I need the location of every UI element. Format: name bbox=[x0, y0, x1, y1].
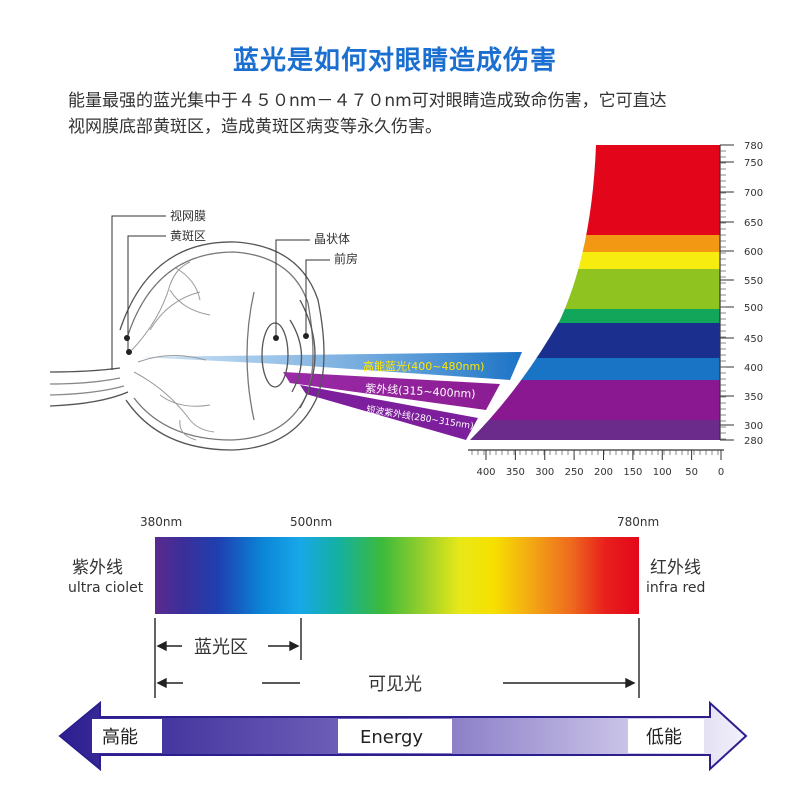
light-beams: 高能蓝光(400~480nm) 紫外线(315~400nm) 短波紫外线(280… bbox=[140, 352, 522, 440]
macula-label: 黄斑区 bbox=[170, 229, 206, 243]
bottom-axis-label: 50 bbox=[685, 467, 698, 478]
right-axis-label: 450 bbox=[744, 334, 763, 345]
intro-line-1: 能量最强的蓝光集中于４５０nm－４７０nm可对眼睛造成致命伤害，它可直达 bbox=[68, 91, 667, 111]
right-axis-label: 400 bbox=[744, 363, 763, 374]
right-axis-label: 500 bbox=[744, 303, 763, 314]
right-axis-label: 280 bbox=[744, 436, 763, 447]
visible-spectrum: 380nm 500nm 780nm 紫外线 ultra ciolet 红外线 i… bbox=[68, 515, 705, 698]
uv-cn-label: 紫外线 bbox=[72, 558, 123, 578]
bottom-axis-label: 400 bbox=[476, 467, 495, 478]
right-axis-label: 550 bbox=[744, 276, 763, 287]
right-axis-label: 300 bbox=[744, 421, 763, 432]
bottom-axis-label: 150 bbox=[623, 467, 642, 478]
bottom-axis-label: 350 bbox=[506, 467, 525, 478]
tick-500: 500nm bbox=[290, 515, 332, 529]
bottom-axis-label: 0 bbox=[718, 467, 724, 478]
uv-beam bbox=[283, 372, 500, 410]
bottom-axis-label: 250 bbox=[565, 467, 584, 478]
tick-780: 780nm bbox=[617, 515, 659, 529]
bottom-axis-ticks: 400 350 300 250 200 150 100 50 0 bbox=[471, 450, 724, 478]
retina-point bbox=[124, 335, 130, 341]
spectrum-bar bbox=[155, 537, 639, 614]
high-energy-label: 高能 bbox=[102, 727, 138, 748]
uv-en-label: ultra ciolet bbox=[68, 580, 144, 596]
eye-label-pointers bbox=[111, 215, 330, 370]
page-title: 蓝光是如何对眼睛造成伤害 bbox=[232, 46, 557, 76]
retina-label: 视网膜 bbox=[170, 208, 206, 223]
optic-nerve bbox=[49, 367, 121, 373]
right-axis-ticks: 780 750 700 650 600 550 500 450 400 350 300 280 bbox=[720, 141, 763, 447]
bottom-axis-label: 300 bbox=[535, 467, 554, 478]
low-energy-label: 低能 bbox=[646, 727, 682, 748]
intro-line-2: 视网膜底部黄斑区，造成黄斑区病变等永久伤害。 bbox=[68, 117, 442, 137]
ir-cn-label: 红外线 bbox=[650, 558, 701, 578]
right-axis-label: 600 bbox=[744, 247, 763, 258]
short-uv-beam bbox=[300, 385, 478, 440]
right-axis-label: 780 bbox=[744, 141, 763, 152]
bottom-axis-label: 200 bbox=[594, 467, 613, 478]
lens bbox=[261, 322, 289, 388]
energy-label: Energy bbox=[360, 727, 423, 748]
right-axis-label: 650 bbox=[744, 218, 763, 229]
lens-label: 晶状体 bbox=[314, 232, 350, 246]
visible-light-label: 可见光 bbox=[368, 674, 422, 695]
eye-diagram bbox=[49, 241, 325, 451]
intro-text: 能量最强的蓝光集中于４５０nm－４７０nm可对眼睛造成致命伤害，它可直达 视网膜… bbox=[68, 88, 748, 140]
energy-arrow: 高能 Energy 低能 bbox=[58, 700, 748, 772]
blue-light-beam bbox=[140, 352, 522, 380]
blue-beam-label: 高能蓝光(400~480nm) bbox=[363, 359, 484, 373]
anterior-label: 前房 bbox=[334, 251, 358, 266]
macula-point bbox=[126, 349, 132, 355]
anterior-point bbox=[303, 333, 309, 339]
right-axis-label: 700 bbox=[744, 188, 763, 199]
blue-zone-label: 蓝光区 bbox=[194, 637, 248, 658]
bottom-axis-label: 100 bbox=[653, 467, 672, 478]
tick-380: 380nm bbox=[140, 515, 182, 529]
ir-en-label: infra red bbox=[646, 580, 705, 596]
right-axis-label: 350 bbox=[744, 392, 763, 403]
eyeball-outline bbox=[119, 241, 325, 451]
lens-point bbox=[273, 335, 279, 341]
right-axis-label: 750 bbox=[744, 158, 763, 169]
uv-beam-label: 紫外线(315~400nm) bbox=[365, 381, 476, 401]
